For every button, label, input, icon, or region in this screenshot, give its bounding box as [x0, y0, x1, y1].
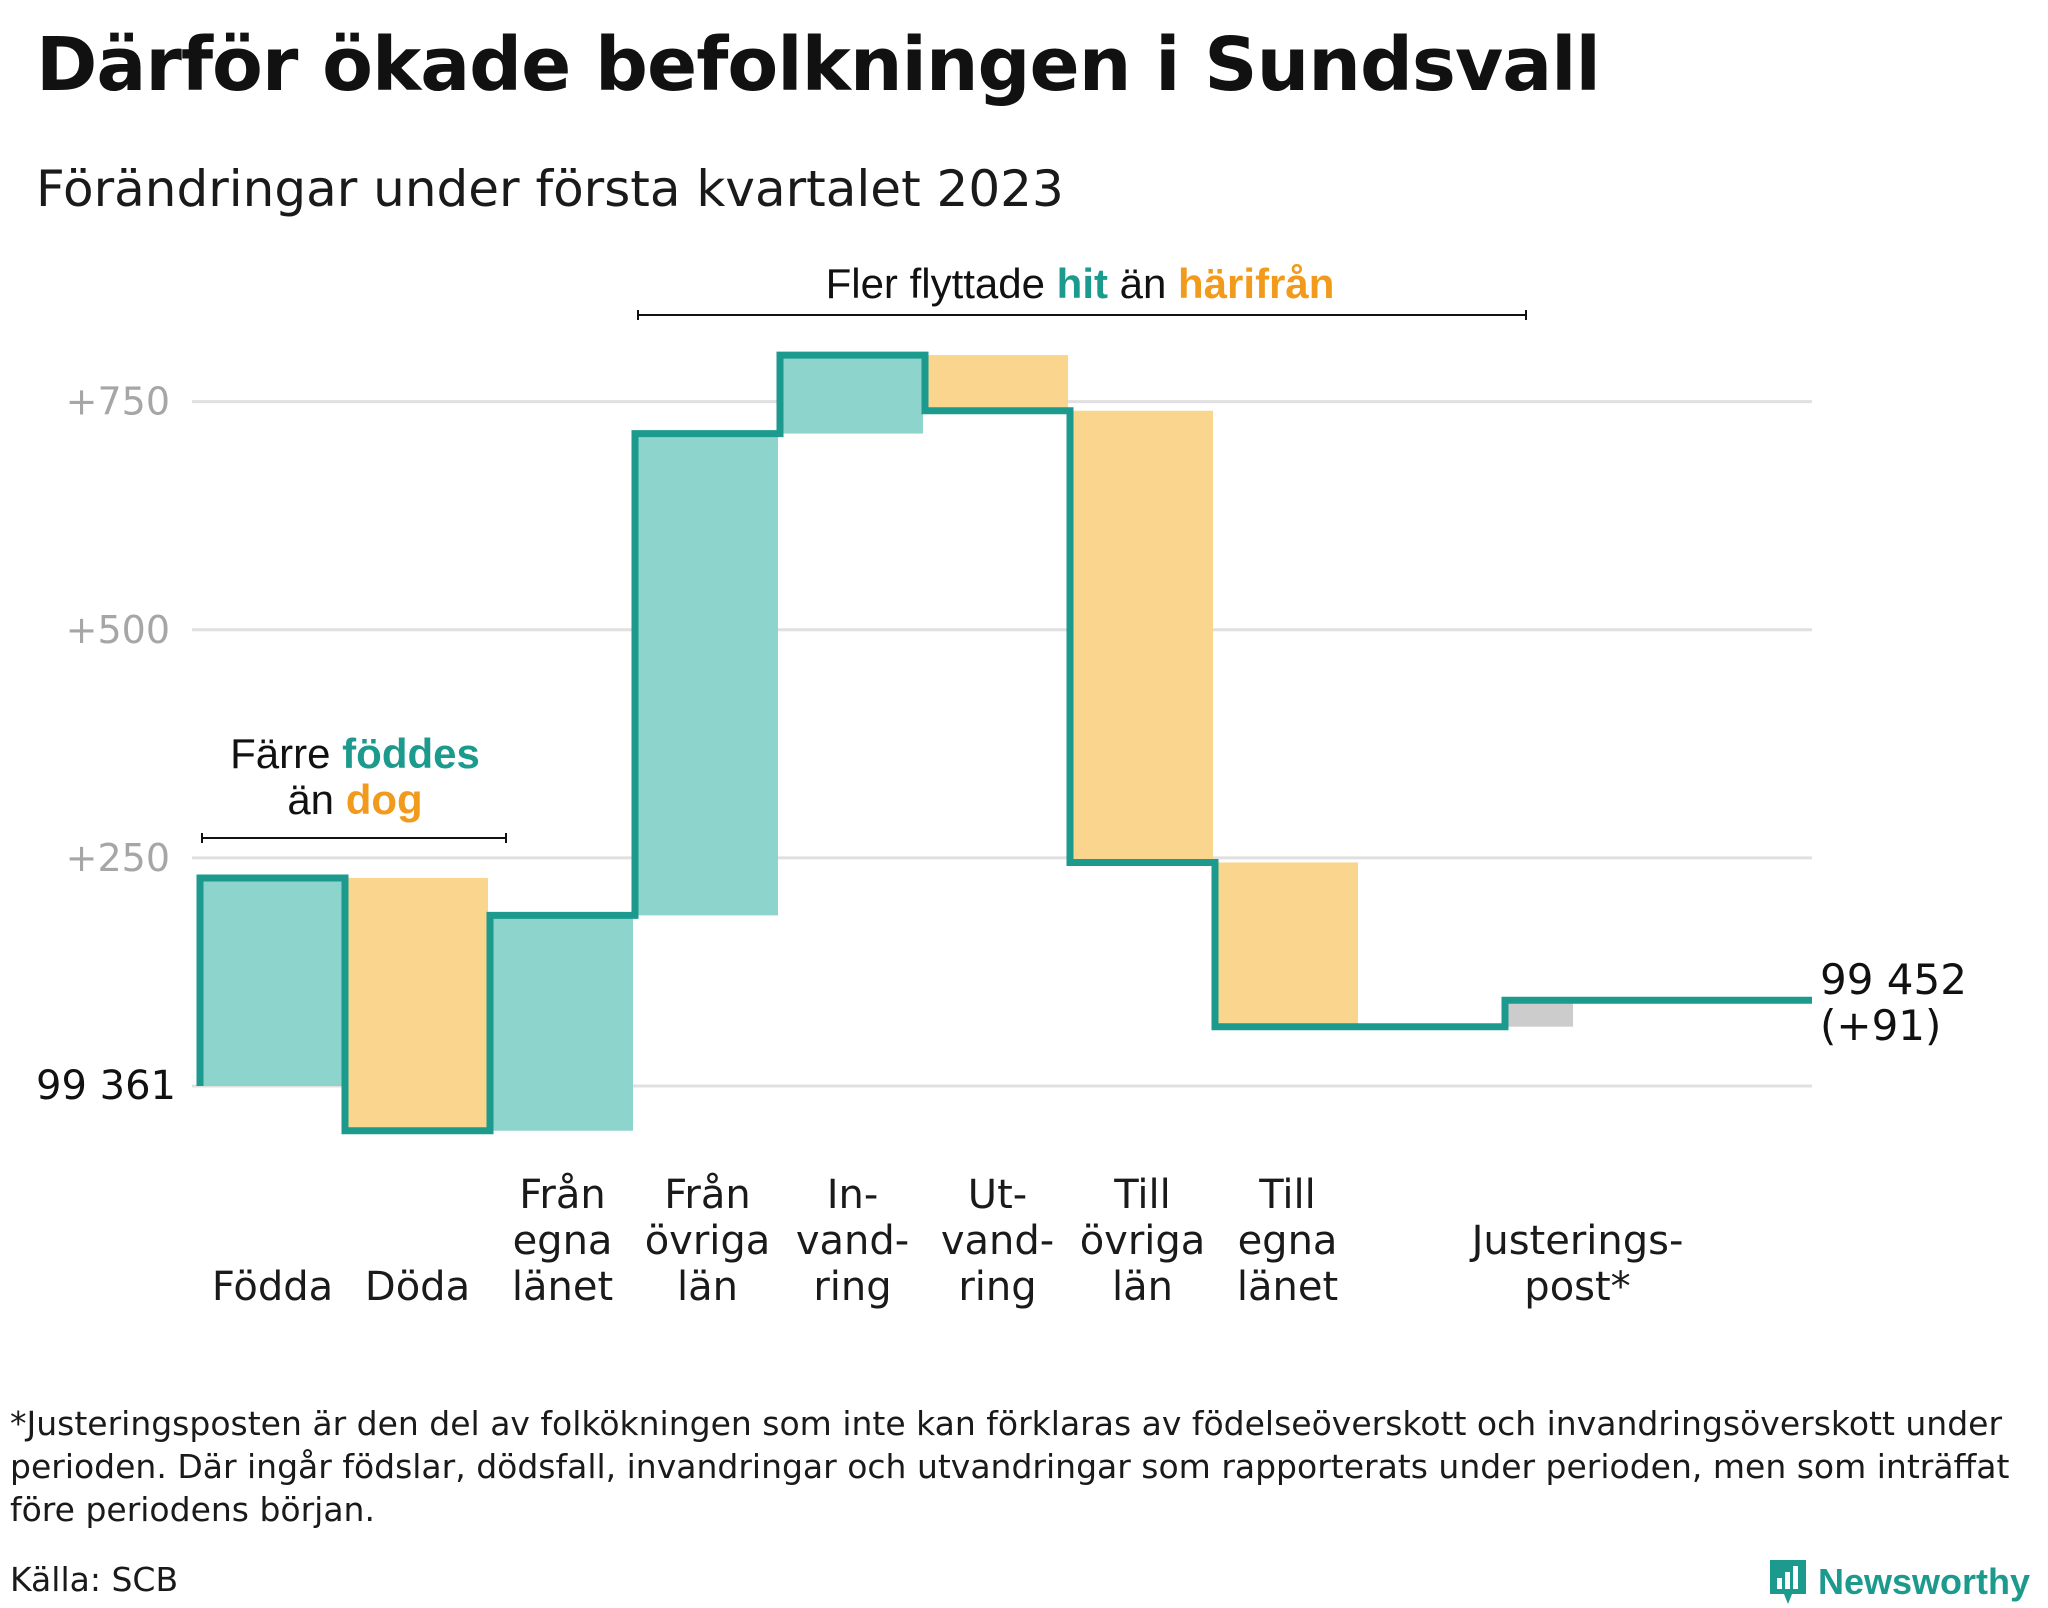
bar [202, 877, 343, 1086]
category-label: Födda [212, 1264, 333, 1310]
start-value-label: 99 361 [36, 1063, 176, 1109]
bar [492, 915, 633, 1131]
chart-title: Därför ökade befolkningen i Sundsvall [36, 22, 1601, 108]
category-label: Ut- [968, 1172, 1027, 1218]
category-label: län [677, 1264, 738, 1310]
category-label: In- [827, 1172, 879, 1218]
end-value-label: 99 452 [1820, 955, 1967, 1004]
brand-logo: Newsworthy [1768, 1556, 2030, 1608]
bar [347, 877, 488, 1131]
bar [1507, 1000, 1573, 1027]
category-label: övriga [645, 1218, 771, 1264]
y-tick-label: +750 [66, 380, 170, 424]
category-label: egna [1238, 1218, 1338, 1264]
category-label: egna [513, 1218, 613, 1264]
category-label: Justerings- [1469, 1218, 1684, 1264]
y-tick-label: +250 [66, 836, 170, 880]
category-label: övriga [1080, 1218, 1206, 1264]
newsworthy-logo-icon [1770, 1560, 1806, 1604]
bar [637, 433, 778, 916]
category-label: Från [664, 1172, 750, 1218]
footnote: *Justeringsposten är den del av folkökni… [10, 1404, 2010, 1529]
category-label: post* [1524, 1264, 1630, 1310]
brand-name: Newsworthy [1818, 1561, 2031, 1602]
category-label: Till [1258, 1172, 1316, 1218]
category-label: länet [1237, 1264, 1338, 1310]
category-label: vand- [796, 1218, 909, 1264]
annotation-births-line1: Färre föddes [230, 730, 480, 777]
chart-subtitle: Förändringar under första kvartalet 2023 [36, 160, 1064, 218]
category-label: Från [519, 1172, 605, 1218]
bar [1217, 862, 1358, 1027]
source-note: Källa: SCB [10, 1560, 179, 1599]
category-label: vand- [941, 1218, 1054, 1264]
bar [1072, 410, 1213, 863]
category-label: Till [1113, 1172, 1171, 1218]
bar [782, 355, 923, 434]
y-tick-label: +500 [66, 608, 170, 652]
category-label: Döda [365, 1264, 470, 1310]
annotation-births-line2: än dog [287, 776, 422, 823]
cumulative-step-line [196, 351, 1812, 1135]
category-label: län [1112, 1264, 1173, 1310]
category-label: länet [512, 1264, 613, 1310]
end-change-label: (+91) [1820, 1001, 1941, 1050]
annotation-migration: Fler flyttade hit än härifrån [826, 260, 1335, 307]
category-label: ring [958, 1264, 1036, 1310]
category-label: ring [813, 1264, 891, 1310]
bar [927, 355, 1068, 411]
